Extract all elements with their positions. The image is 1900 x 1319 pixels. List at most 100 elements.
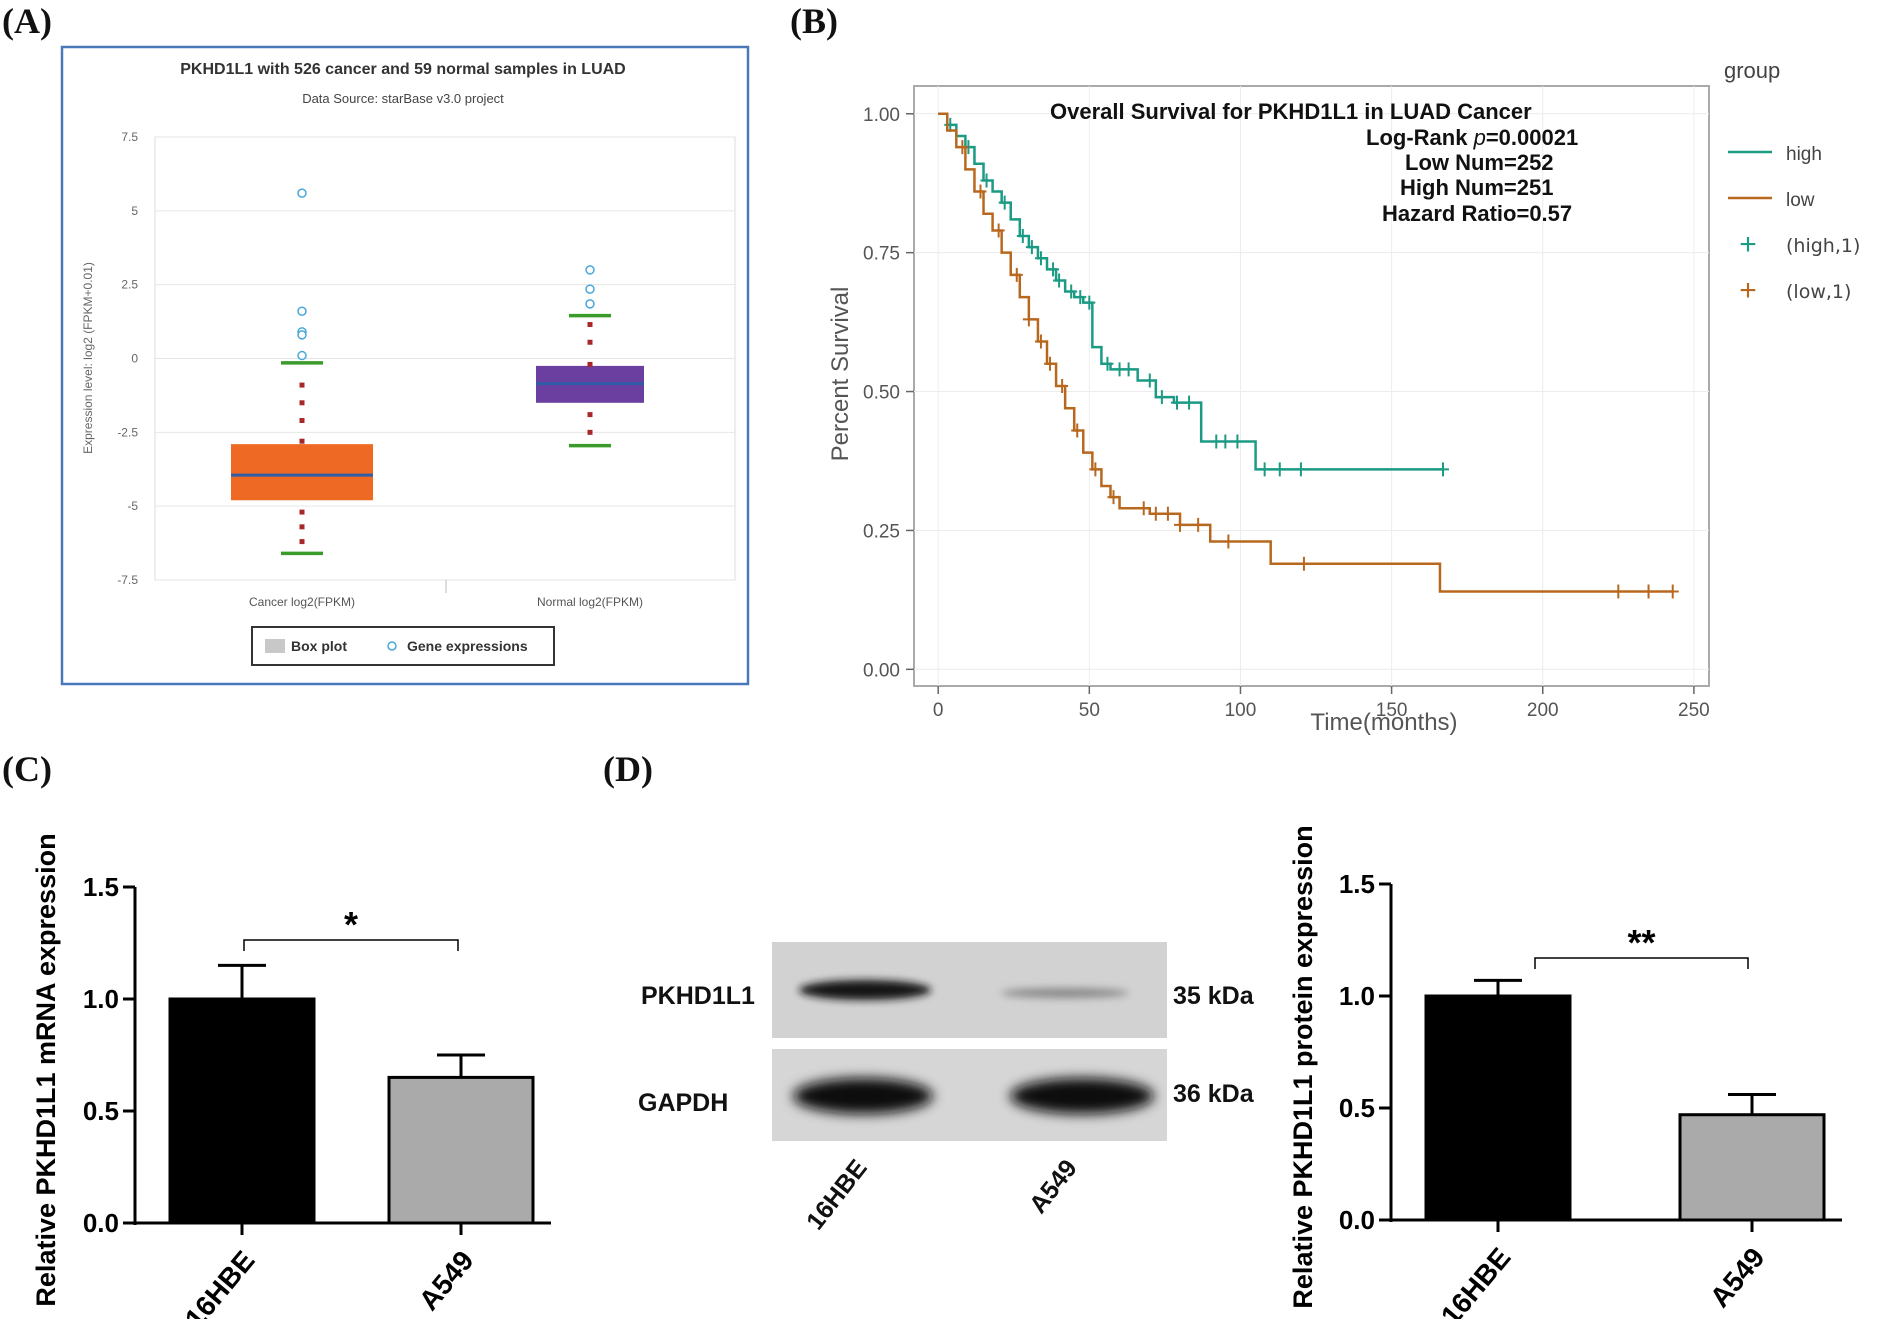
- bar-16HBE: [168, 997, 316, 1225]
- censor-mark-low: [1010, 267, 1023, 282]
- panel-c-y-tick: 0.5: [83, 1096, 119, 1126]
- gene-expression-legend-marker: [387, 641, 397, 651]
- panel-label-b: (B): [790, 1, 838, 41]
- panel-b-x-tick: 150: [1376, 700, 1408, 721]
- outlier-point: [297, 188, 307, 198]
- censor-mark-high: [1294, 462, 1307, 477]
- censor-mark-high: [1436, 462, 1449, 477]
- panel-a-y-tick: 0: [131, 352, 138, 366]
- legend-high-censor-label: (high,1): [1786, 235, 1860, 257]
- censor-mark-high: [1034, 251, 1047, 266]
- panel-a-x-tick: Normal log2(FPKM): [537, 595, 643, 609]
- censor-mark-high: [1074, 290, 1087, 305]
- outlier-point: [297, 350, 307, 361]
- box-plot-chart: PKHD1L1 with 526 cancer and 59 normal sa…: [60, 45, 750, 686]
- outlier-point: [297, 330, 307, 340]
- panel-b-plot-area: [913, 85, 1710, 687]
- censor-mark-high: [1219, 434, 1232, 449]
- band-gapdh-a549: [1010, 1078, 1154, 1114]
- censor-mark-low: [1137, 501, 1150, 516]
- panel-b-x-tick: 100: [1225, 700, 1257, 721]
- panel-c-y-tick: 0.0: [83, 1208, 119, 1238]
- censor-mark-low: [1192, 517, 1205, 532]
- outlier-point: [297, 306, 307, 316]
- box-plot-legend-label: Box plot: [291, 638, 347, 654]
- western-blot: PKHD1L1 GAPDH 35 kDa 36 kDa 16HBE A549: [638, 942, 1255, 1235]
- legend-low-label: low: [1786, 190, 1815, 211]
- censor-mark-high: [1273, 462, 1286, 477]
- censor-mark-low: [1107, 490, 1120, 505]
- protein-bar-chart: 0.0 0.5 1.0 1.5 16HBE A549 ** Relative PKHD1L1…: [1288, 825, 1842, 1319]
- censor-mark-high: [1065, 284, 1078, 299]
- panel-b-y-tick: 1.00: [863, 105, 900, 126]
- censor-mark-high: [1053, 273, 1066, 288]
- legend-title: group: [1724, 58, 1780, 83]
- data-point: [587, 361, 593, 367]
- panel-d-y-tick: 0.5: [1339, 1093, 1375, 1123]
- data-point: [587, 322, 593, 328]
- data-point: [587, 339, 593, 345]
- censor-mark-high: [1258, 462, 1271, 477]
- censor-mark-low: [1071, 423, 1084, 438]
- censor-mark-high: [1231, 434, 1244, 449]
- censor-mark-low: [1149, 506, 1162, 521]
- data-point: [299, 418, 305, 424]
- censor-mark-high: [980, 173, 993, 188]
- panel-d-y-tick: 0.0: [1339, 1205, 1375, 1235]
- data-point: [299, 400, 305, 406]
- censor-mark-high: [1016, 229, 1029, 243]
- censor-mark-low: [1056, 379, 1069, 393]
- data-point: [299, 438, 305, 444]
- panel-b-y-tick: 0.75: [863, 244, 900, 265]
- panel-a-y-tick: 2.5: [121, 278, 138, 292]
- censor-mark-low: [974, 184, 987, 199]
- censor-mark-low: [956, 140, 969, 155]
- significance-bracket: [1534, 957, 1749, 969]
- censor-mark-low: [1174, 517, 1187, 532]
- panel-a-y-tick: 7.5: [121, 130, 138, 144]
- blot-kda-pkhd1l1: 35 kDa: [1173, 982, 1255, 1010]
- panel-a-y-tick: -2.5: [117, 425, 138, 439]
- data-point: [299, 524, 305, 530]
- panel-b-y-label: Percent Survival: [827, 287, 854, 462]
- panel-a-frame: [60, 45, 750, 686]
- censor-mark-low: [1612, 584, 1625, 599]
- panel-a-legend-frame: [251, 626, 555, 666]
- panel-a-y-tick: -5: [127, 499, 138, 513]
- panel-b-title: Overall Survival for PKHD1L1 in LUAD Can…: [1050, 99, 1532, 124]
- significance-bracket: [243, 939, 459, 951]
- panel-d-y-tick: 1.5: [1339, 869, 1375, 899]
- panel-b-y-tick: 0.00: [863, 660, 900, 681]
- panel-b-x-tick: 200: [1527, 700, 1559, 721]
- censor-mark-high: [1122, 362, 1135, 377]
- censor-mark-low: [1044, 356, 1057, 371]
- censor-mark-low: [1022, 312, 1035, 327]
- band-pkhd1l1-16hbe: [799, 980, 931, 1000]
- panel-a-title: PKHD1L1 with 526 cancer and 59 normal sa…: [180, 61, 625, 78]
- panel-d-x-tick: 16HBE: [1435, 1242, 1517, 1319]
- panel-label-c: (C): [2, 749, 52, 789]
- panel-label-a: (A): [2, 1, 52, 41]
- censor-mark-high: [1155, 390, 1168, 405]
- panel-a-y-label: Expression level: log2 (FPKM+0.01): [81, 262, 95, 454]
- panel-b-x-tick: 50: [1079, 700, 1100, 721]
- censor-mark-low: [992, 223, 1005, 238]
- data-point: [587, 412, 593, 418]
- panel-a-legend: Box plot Gene expressions: [251, 626, 555, 666]
- panel-b-low-num: Low Num=252: [1405, 150, 1554, 175]
- censor-mark-high: [1183, 395, 1196, 410]
- censor-mark-low: [1089, 462, 1102, 477]
- legend-low-censor-icon: +: [1739, 274, 1757, 307]
- panel-b-hazard-ratio: Hazard Ratio=0.57: [1382, 201, 1572, 226]
- outlier-point: [585, 284, 595, 294]
- panel-b-x-tick: 0: [933, 700, 944, 721]
- gene-expression-legend-label: Gene expressions: [407, 638, 528, 654]
- panel-b-high-num: High Num=251: [1400, 175, 1553, 200]
- blot-kda-gapdh: 36 kDa: [1173, 1080, 1255, 1108]
- panel-b-y-tick: 0.25: [863, 521, 900, 542]
- outlier-point: [585, 299, 595, 309]
- box: [231, 444, 373, 501]
- legend-high-label: high: [1786, 144, 1822, 165]
- legend-high-censor-icon: +: [1739, 228, 1757, 261]
